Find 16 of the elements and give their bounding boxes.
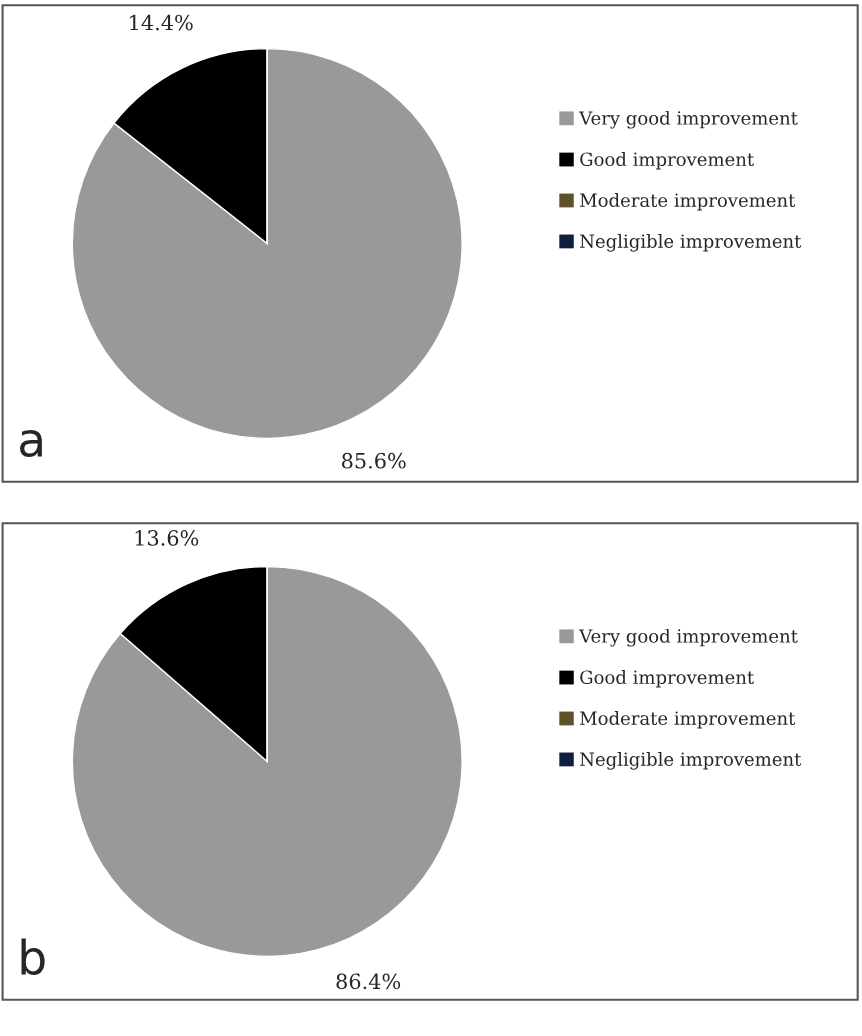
legend-label: Very good improvement bbox=[578, 628, 798, 647]
pie-slice bbox=[71, 565, 463, 958]
legend-label: Negligible improvement bbox=[580, 233, 802, 252]
data-label: 14.4% bbox=[130, 14, 193, 31]
legend-label: Good improvement bbox=[580, 152, 755, 170]
text: a bbox=[20, 429, 42, 458]
legend-label: Moderate improvement bbox=[580, 193, 796, 211]
data-label: 13.6% bbox=[135, 530, 199, 546]
pie-slice bbox=[71, 47, 463, 440]
legend-label: Moderate improvement bbox=[580, 711, 796, 729]
data-label: 86.4% bbox=[336, 973, 401, 990]
legend-label: Very good improvement bbox=[578, 110, 798, 129]
data-label: 85.6% bbox=[342, 452, 406, 469]
legend-label: Negligible improvement bbox=[580, 751, 802, 770]
legend-label: Good improvement bbox=[580, 670, 755, 688]
text: b bbox=[21, 938, 45, 976]
